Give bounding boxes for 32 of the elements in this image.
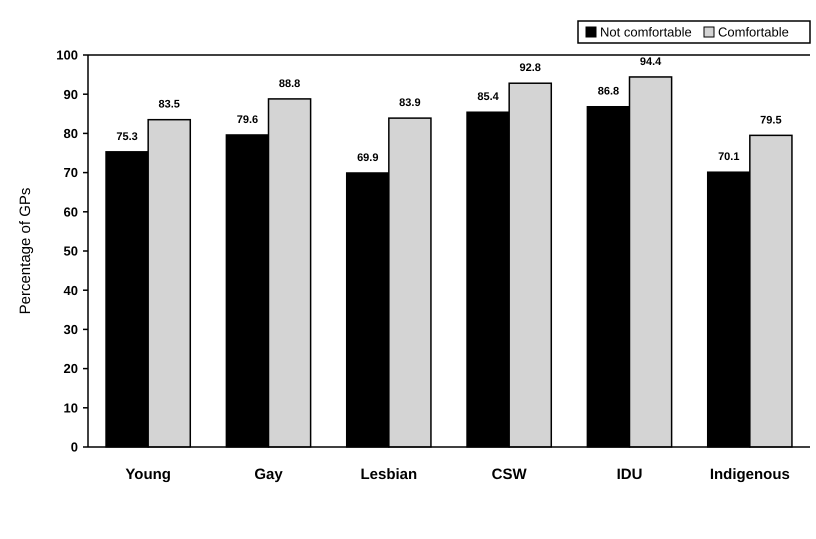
x-tick-label: Lesbian: [360, 466, 418, 483]
y-tick-label: 40: [64, 282, 78, 298]
data-label: 85.4: [477, 91, 500, 104]
legend-label: Not comfortable: [600, 24, 692, 40]
x-tick-label: CSW: [492, 466, 528, 483]
data-label: 79.5: [760, 114, 782, 126]
x-tick-label: Gay: [254, 466, 284, 483]
y-axis-title: Percentage of GPs: [17, 188, 34, 314]
data-label: 83.5: [158, 98, 180, 111]
y-tick-label: 100: [56, 48, 78, 63]
y-tick-label: 60: [64, 204, 78, 220]
y-tick-label: 50: [64, 244, 78, 259]
y-tick-label: 90: [64, 86, 78, 102]
y-tick-label: 0: [70, 440, 78, 455]
data-label: 75.3: [116, 130, 138, 143]
x-tick-label: Indigenous: [710, 466, 790, 483]
data-label: 92.8: [520, 62, 541, 74]
data-label: 79.6: [236, 114, 258, 126]
y-tick-label: 80: [64, 126, 78, 141]
data-label: 94.4: [640, 56, 662, 68]
data-label: 86.8: [598, 86, 620, 98]
data-label: 69.9: [357, 152, 378, 164]
y-tick-label: 20: [64, 361, 78, 376]
x-tick-label: IDU: [616, 466, 642, 483]
data-label: 83.9: [399, 97, 421, 110]
data-label: 88.8: [278, 78, 300, 90]
legend-label: Comfortable: [718, 24, 789, 40]
y-tick-label: 10: [64, 400, 78, 416]
y-tick-label: 70: [64, 165, 78, 180]
x-tick-label: Young: [125, 466, 171, 483]
data-label: 70.1: [718, 151, 740, 164]
y-tick-label: 30: [64, 322, 78, 337]
